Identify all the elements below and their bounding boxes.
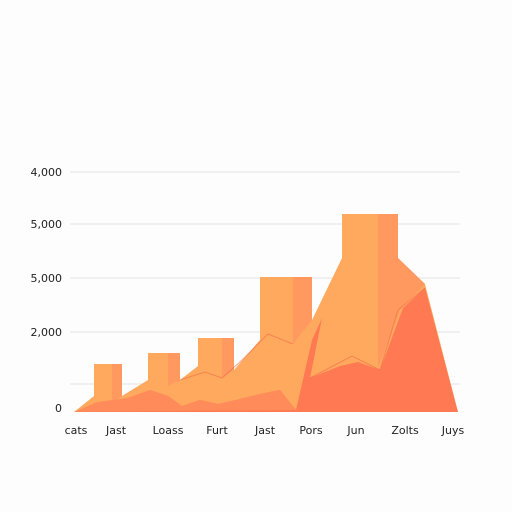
x-tick-label-0: cats	[65, 424, 88, 437]
x-tick-label-5: Pors	[299, 424, 322, 437]
x-tick-label-4: Jast	[254, 424, 276, 437]
x-tick-label-7: Zolts	[391, 424, 419, 437]
front-area	[74, 288, 458, 412]
x-axis-ticks: cats Jast Loass Furt Jast Pors Jun Zolts Juys	[65, 424, 465, 437]
back-side-3	[222, 338, 234, 378]
back-side-1	[112, 364, 122, 402]
ridge-line-1	[309, 287, 426, 379]
y-tick-label-4: 0	[55, 402, 62, 415]
y-tick-label-0: 4,000	[31, 166, 63, 179]
back-side-2	[168, 353, 180, 386]
back-side-5	[378, 214, 425, 368]
x-tick-label-2: Loass	[153, 424, 184, 437]
y-tick-label-1: 5,000	[31, 218, 63, 231]
back-side-4	[293, 277, 312, 344]
x-tick-label-1: Jast	[105, 424, 127, 437]
ridge-line-0	[179, 333, 294, 381]
front-left-highlight	[74, 390, 296, 412]
chart-areas	[74, 214, 458, 412]
x-tick-label-8: Juys	[441, 424, 465, 437]
x-tick-label-3: Furt	[206, 424, 228, 437]
y-tick-label-3: 2,000	[31, 326, 63, 339]
x-tick-label-6: Jun	[346, 424, 364, 437]
y-axis-ticks: 4,000 5,000 5,000 2,000 0	[31, 166, 63, 415]
y-tick-label-2: 5,000	[31, 272, 63, 285]
